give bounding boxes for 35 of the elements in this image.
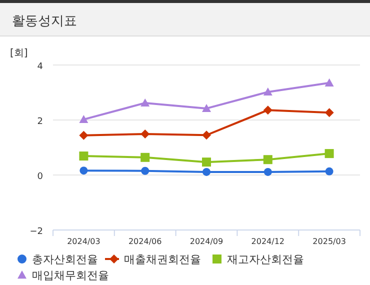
point — [325, 167, 334, 176]
y-tick-label: −2 — [30, 227, 43, 237]
point — [79, 130, 88, 140]
x-tick-label: 2024/06 — [128, 237, 162, 246]
point — [140, 98, 150, 107]
legend-label: 매입채무회전율 — [32, 269, 109, 282]
point — [202, 158, 211, 167]
legend-label: 재고자산회전율 — [227, 253, 304, 266]
point — [202, 168, 210, 176]
point — [79, 152, 88, 161]
point — [324, 108, 334, 118]
point — [324, 78, 334, 86]
point — [263, 106, 272, 115]
point — [79, 114, 88, 124]
legend-label: 매출채권회전율 — [124, 253, 201, 266]
y-tick-label: 4 — [37, 62, 44, 72]
point — [202, 104, 211, 112]
x-tick-label: 2024/03 — [67, 237, 100, 246]
y-tick-label: 2 — [37, 117, 43, 127]
y-axis-title: [회] — [10, 48, 28, 59]
point — [202, 130, 211, 140]
point — [263, 155, 272, 164]
point — [141, 166, 150, 175]
point — [140, 130, 150, 139]
x-tick-label: 2025/03 — [312, 237, 346, 246]
y-tick-label: 0 — [37, 172, 44, 182]
legend-label: 총자산회전율 — [32, 253, 98, 266]
point — [140, 152, 150, 162]
x-tick-label: 2024/09 — [190, 237, 224, 246]
x-tick-label: 2024/12 — [251, 237, 285, 246]
point — [263, 87, 272, 96]
point — [80, 166, 88, 175]
point — [324, 149, 334, 158]
chart-title: 활동성지표 — [12, 14, 77, 29]
point — [264, 168, 272, 176]
